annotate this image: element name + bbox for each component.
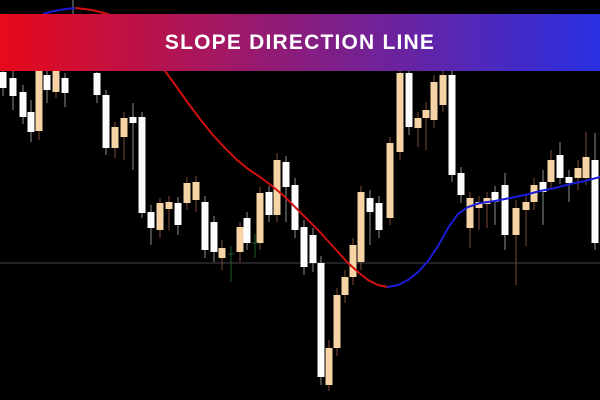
candle-body <box>591 160 599 243</box>
candle-body <box>61 78 69 93</box>
candle-body <box>165 202 173 209</box>
candle-body <box>386 143 394 218</box>
candle-body <box>522 202 530 210</box>
candle-body <box>243 218 251 243</box>
candle-body <box>147 212 155 228</box>
candle-body <box>236 227 244 252</box>
candle-body <box>333 295 341 348</box>
candle-body <box>396 73 404 152</box>
banner-title: SLOPE DIRECTION LINE <box>164 30 436 54</box>
candle-body <box>192 182 200 200</box>
candle-body <box>201 202 209 250</box>
candle-body <box>325 348 333 385</box>
candle-body <box>501 185 509 235</box>
candle-body <box>19 92 27 117</box>
candle-body <box>111 127 119 148</box>
candle-body <box>422 110 430 118</box>
candle-body <box>375 203 383 230</box>
candle-body <box>282 162 290 187</box>
candle-body <box>512 208 520 235</box>
candle-body <box>582 157 590 178</box>
candle-body <box>174 203 182 225</box>
slope-line-blue <box>387 176 600 288</box>
candle-body <box>210 222 218 252</box>
candle-body <box>414 118 422 128</box>
candle-body <box>52 71 60 92</box>
candle-body <box>27 112 35 132</box>
candle-body <box>102 95 110 148</box>
candle-body <box>300 227 308 267</box>
candle-body <box>483 198 491 204</box>
candle-body <box>317 263 325 377</box>
candle-body <box>565 177 573 183</box>
candle-body <box>129 117 137 123</box>
candle-body <box>0 72 7 88</box>
candle-body <box>156 203 164 230</box>
candle-body <box>43 75 51 90</box>
candle-body <box>349 245 357 277</box>
candle-body <box>183 183 191 203</box>
candle-body <box>256 193 264 243</box>
indicator-banner: SLOPE DIRECTION LINE <box>0 14 600 71</box>
candle-body <box>539 182 547 192</box>
candle-body <box>93 73 101 95</box>
candle-body <box>430 82 438 120</box>
candle-body <box>457 173 465 195</box>
candle-body <box>218 248 226 258</box>
candle-body <box>574 168 582 178</box>
candle-body <box>309 235 317 263</box>
slope-line-blue-top <box>43 7 75 15</box>
candle-body <box>366 198 374 212</box>
candle-body <box>341 277 349 295</box>
candle-body <box>556 155 564 178</box>
candle-body <box>475 202 483 208</box>
candle-body <box>265 192 273 215</box>
candle-body <box>357 192 365 262</box>
candle-body <box>491 192 499 202</box>
candle-body <box>439 75 447 105</box>
candle-body <box>120 118 128 137</box>
candle-body <box>405 73 413 127</box>
candle-body <box>466 198 474 228</box>
candle-body <box>35 71 43 131</box>
candle-body <box>273 160 281 215</box>
candle-body <box>138 117 146 213</box>
candle-body <box>448 75 456 175</box>
candle-body <box>547 160 555 182</box>
candle-body <box>9 78 17 96</box>
